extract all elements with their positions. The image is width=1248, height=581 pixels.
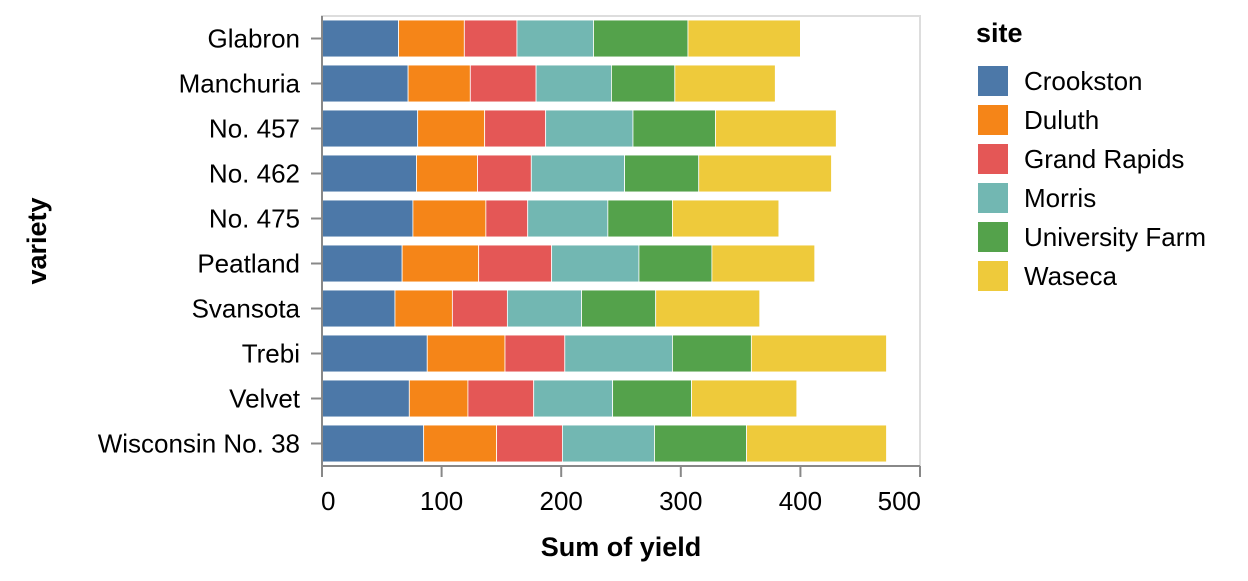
y-tick-label-glabron: Glabron: [208, 24, 301, 54]
bar-no-457-university-farm: [632, 109, 716, 148]
bar-peatland-duluth: [401, 244, 480, 283]
bar-wisconsin-no-38-waseca: [746, 424, 887, 463]
bar-manchuria-waseca: [674, 64, 776, 103]
bar-velvet-crookston: [321, 379, 410, 418]
bar-manchuria-duluth: [407, 64, 471, 103]
legend-swatch-waseca: [978, 261, 1008, 291]
legend: site Crookston Duluth Grand Rapids Morris Un…: [976, 18, 1206, 291]
bar-no-475-waseca: [672, 199, 780, 238]
bar-trebi-crookston: [321, 334, 428, 373]
bar-no-475-duluth: [412, 199, 487, 238]
legend-label-university-farm: University Farm: [1024, 222, 1206, 252]
bar-manchuria-university-farm: [611, 64, 676, 103]
legend-swatch-morris: [978, 183, 1008, 213]
x-tick-label-500: 500: [878, 486, 921, 516]
bar-glabron-morris: [516, 19, 594, 58]
legend-swatch-duluth: [978, 105, 1008, 135]
legend-label-crookston: Crookston: [1024, 66, 1143, 96]
bar-svansota-grand-rapids: [451, 289, 508, 328]
bar-glabron-duluth: [398, 19, 465, 58]
bar-trebi-waseca: [750, 334, 887, 373]
x-axis: 0 100 200 300 400 500: [321, 465, 921, 516]
bar-peatland-university-farm: [638, 244, 713, 283]
y-tick-label-manchuria: Manchuria: [179, 69, 301, 99]
bar-no-457-grand-rapids: [484, 109, 547, 148]
legend-swatch-crookston: [978, 66, 1008, 96]
bar-manchuria-morris: [535, 64, 612, 103]
bar-no-475-grand-rapids: [485, 199, 529, 238]
legend-title: site: [976, 18, 1023, 48]
bar-manchuria-grand-rapids: [469, 64, 537, 103]
legend-label-duluth: Duluth: [1024, 105, 1099, 135]
bar-peatland-morris: [551, 244, 640, 283]
bar-wisconsin-no-38-crookston: [321, 424, 425, 463]
y-axis-title: variety: [22, 197, 52, 284]
bar-glabron-crookston: [321, 19, 399, 58]
bar-no-457-morris: [545, 109, 634, 148]
bar-no-475-university-farm: [607, 199, 673, 238]
bar-glabron-waseca: [687, 19, 801, 58]
bar-wisconsin-no-38-morris: [561, 424, 655, 463]
bar-trebi-grand-rapids: [504, 334, 566, 373]
x-tick-label-300: 300: [659, 486, 702, 516]
bar-peatland-grand-rapids: [478, 244, 553, 283]
x-axis-title: Sum of yield: [541, 532, 702, 562]
bar-no-462-grand-rapids: [477, 154, 532, 193]
legend-label-grand-rapids: Grand Rapids: [1024, 144, 1184, 174]
legend-items: Crookston Duluth Grand Rapids Morris Univers…: [978, 66, 1206, 291]
bar-wisconsin-no-38-university-farm: [654, 424, 747, 463]
bar-svansota-university-farm: [581, 289, 657, 328]
bar-velvet-morris: [533, 379, 614, 418]
bar-manchuria-crookston: [321, 64, 409, 103]
x-tick-label-0: 0: [321, 486, 335, 516]
x-tick-label-100: 100: [420, 486, 463, 516]
bar-peatland-crookston: [321, 244, 403, 283]
y-tick-label-svansota: Svansota: [192, 294, 301, 324]
bar-no-457-crookston: [321, 109, 419, 148]
y-tick-label-trebi: Trebi: [242, 339, 300, 369]
y-tick-label-no-462: No. 462: [209, 159, 300, 189]
bar-no-475-crookston: [321, 199, 414, 238]
x-tick-label-200: 200: [540, 486, 583, 516]
bar-wisconsin-no-38-duluth: [423, 424, 498, 463]
bar-svansota-crookston: [321, 289, 396, 328]
bar-velvet-university-farm: [612, 379, 692, 418]
bar-svansota-morris: [506, 289, 582, 328]
bar-trebi-duluth: [426, 334, 506, 373]
bar-svansota-waseca: [655, 289, 761, 328]
x-tick-label-400: 400: [779, 486, 822, 516]
bar-no-462-waseca: [698, 154, 832, 193]
legend-label-morris: Morris: [1024, 183, 1096, 213]
bar-wisconsin-no-38-grand-rapids: [496, 424, 563, 463]
bars-layer: [321, 19, 887, 463]
bar-peatland-waseca: [711, 244, 816, 283]
bar-velvet-duluth: [408, 379, 469, 418]
bar-velvet-waseca: [691, 379, 798, 418]
bar-glabron-grand-rapids: [463, 19, 518, 58]
y-tick-label-velvet: Velvet: [229, 384, 301, 414]
bar-no-457-waseca: [715, 109, 837, 148]
bar-no-462-morris: [530, 154, 625, 193]
legend-label-waseca: Waseca: [1024, 261, 1117, 291]
y-tick-label-wisconsin-no-38: Wisconsin No. 38: [98, 429, 300, 459]
y-tick-label-no-457: No. 457: [209, 114, 300, 144]
bar-glabron-university-farm: [593, 19, 689, 58]
legend-swatch-university-farm: [978, 222, 1008, 252]
bar-no-462-duluth: [416, 154, 478, 193]
bar-trebi-university-farm: [672, 334, 752, 373]
bar-velvet-grand-rapids: [467, 379, 535, 418]
bar-no-475-morris: [527, 199, 609, 238]
bar-no-462-university-farm: [624, 154, 700, 193]
y-tick-label-peatland: Peatland: [197, 249, 300, 279]
y-tick-label-no-475: No. 475: [209, 204, 300, 234]
bar-svansota-duluth: [394, 289, 453, 328]
bar-no-462-crookston: [321, 154, 417, 193]
bar-no-457-duluth: [417, 109, 486, 148]
legend-swatch-grand-rapids: [978, 144, 1008, 174]
bar-trebi-morris: [564, 334, 673, 373]
y-axis: Glabron Manchuria No. 457 No. 462 No. 475 Pea…: [98, 16, 323, 466]
